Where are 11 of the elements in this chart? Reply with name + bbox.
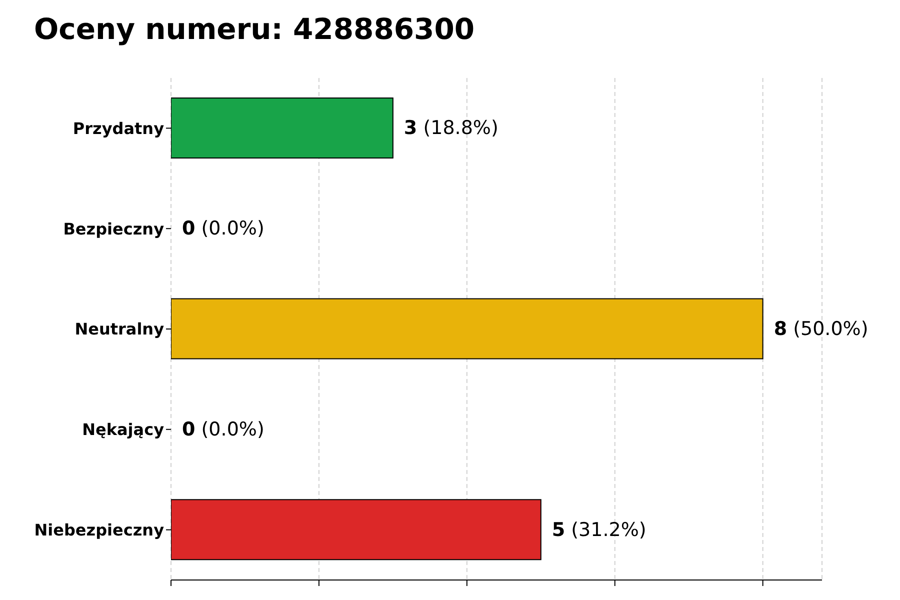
y-tick-label: Neutralny: [74, 320, 165, 339]
data-label: 0 (0.0%): [182, 418, 264, 440]
chart-title: Oceny numeru: 428886300: [34, 12, 475, 46]
y-tick-label: Przydatny: [72, 118, 165, 138]
data-label: 8 (50.0%): [774, 318, 868, 340]
y-tick-label: Nękający: [82, 420, 165, 440]
data-label: 5 (31.2%): [552, 518, 646, 541]
data-label: 3 (18.8%): [404, 117, 498, 140]
data-label: 0 (0.0%): [182, 218, 264, 240]
y-tick-label: Bezpieczny: [63, 219, 165, 238]
y-tick-label: Niebezpieczny: [34, 520, 165, 540]
